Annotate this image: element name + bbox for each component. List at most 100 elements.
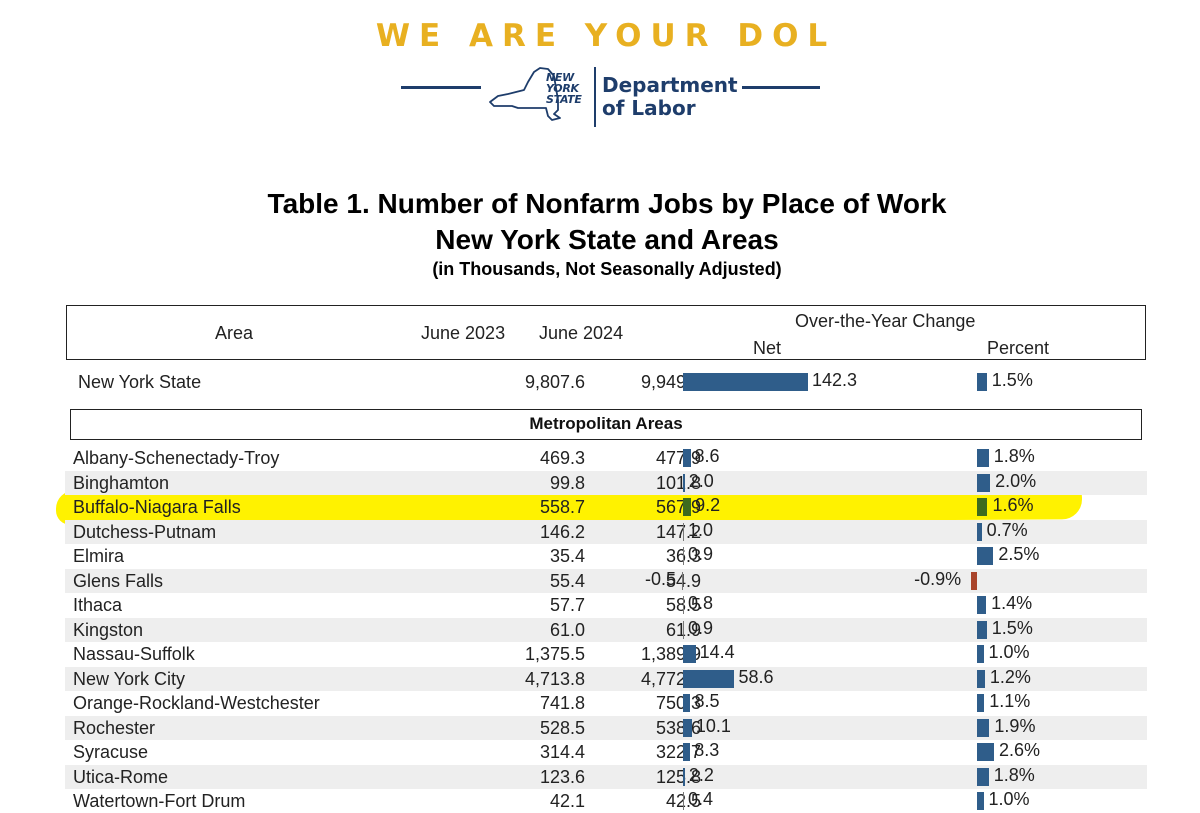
- logo-divider: [594, 67, 596, 127]
- row-area: Orange-Rockland-Westchester: [73, 693, 320, 713]
- row-june-2024: 538.6: [655, 717, 701, 738]
- new-york-state-wordmark: NEW YORK STATE: [546, 72, 590, 105]
- row-area: Nassau-Suffolk: [73, 644, 195, 664]
- net-change-bar: [683, 767, 685, 786]
- row-june-2023: 99.8: [549, 472, 585, 493]
- logo-state-line: NEW: [546, 71, 574, 84]
- row-june-2023: 1,375.5: [524, 644, 585, 664]
- percent-change-bar: [977, 743, 994, 761]
- row-area: Buffalo-Niagara Falls: [73, 497, 241, 517]
- column-header-percent: Percent: [987, 338, 1050, 358]
- net-change-bar: [682, 571, 683, 590]
- row-june-2023: 35.4: [549, 546, 585, 566]
- row-area: Elmira: [73, 546, 125, 566]
- row-june-2023: 55.4: [549, 570, 585, 591]
- row-area: Albany-Schenectady-Troy: [73, 448, 280, 468]
- row-june-2023: 42.1: [549, 791, 585, 811]
- row-area: Syracuse: [73, 742, 149, 762]
- net-change-bar: [683, 792, 684, 810]
- percent-change-value: 0.7%: [986, 519, 1028, 540]
- net-change-bar: [683, 498, 692, 516]
- row-june-2023: 469.3: [539, 448, 585, 468]
- new-york-state-outline-icon: [489, 67, 561, 121]
- logo-rule-right: [742, 86, 820, 89]
- row-june-2023: 558.7: [539, 497, 585, 517]
- percent-change-value: 1.0%: [988, 642, 1030, 662]
- table-row: Rochester 528.5 538.6 10.1 1.9%: [65, 715, 1147, 740]
- net-change-bar: [683, 473, 685, 492]
- net-change-bar: [683, 694, 691, 712]
- percent-change-bar: [977, 547, 994, 565]
- row-area: Dutchess-Putnam: [73, 521, 217, 542]
- net-change-bar: [683, 522, 684, 541]
- table-row: Dutchess-Putnam 146.2 147.2 1.0 0.7%: [65, 519, 1147, 544]
- row-area: Watertown-Fort Drum: [73, 791, 246, 811]
- percent-change-value: 2.6%: [999, 740, 1041, 760]
- table-row: Albany-Schenectady-Troy 469.3 477.9 8.6 1.8%: [65, 446, 1147, 470]
- net-change-bar: [683, 718, 692, 737]
- row-area: Glens Falls: [73, 570, 164, 591]
- percent-change-bar: [977, 522, 982, 541]
- section-label-metropolitan-areas: Metropolitan Areas: [70, 409, 1142, 440]
- percent-change-bar: [977, 694, 985, 712]
- net-change-value: 0.8: [688, 593, 714, 613]
- net-change-value: 58.6: [738, 666, 774, 687]
- net-change-value: 8.6: [694, 446, 720, 466]
- department-of-labor-wordmark: Department of Labor: [602, 74, 738, 120]
- logo-rule-left: [401, 86, 481, 89]
- row-june-2023: 61.0: [549, 619, 585, 640]
- percent-change-bar: [977, 498, 988, 516]
- net-change-value: 0.9: [688, 544, 714, 564]
- row-june-2023: 314.4: [539, 742, 585, 762]
- row-june-2023: 123.6: [539, 766, 585, 787]
- row-june-2023: 146.2: [539, 521, 585, 542]
- table-row: New York City 4,713.8 4,772.4 58.6 1.2%: [65, 666, 1147, 691]
- net-change-bar: [683, 645, 696, 663]
- column-header-june-2024: June 2024: [539, 323, 624, 343]
- percent-change-bar: [971, 571, 977, 590]
- column-header-area: Area: [215, 323, 254, 343]
- column-header-june-2023: June 2023: [421, 323, 506, 343]
- percent-change-bar: [977, 449, 989, 467]
- table-row: Glens Falls 55.4 54.9 -0.5 -0.9%: [65, 568, 1147, 593]
- table-row: Syracuse 314.4 322.7 8.3 2.6%: [65, 740, 1147, 764]
- row-june-2023: 57.7: [549, 595, 585, 615]
- table-row: Orange-Rockland-Westchester 741.8 750.3 8.5…: [65, 691, 1147, 715]
- percent-change-bar: [977, 767, 989, 786]
- row-area: New York City: [73, 668, 186, 689]
- table-subtitle: (in Thousands, Not Seasonally Adjusted): [432, 259, 782, 279]
- row-june-2024: 147.2: [655, 521, 701, 542]
- percent-change-bar: [977, 645, 984, 663]
- percent-change-value: 2.0%: [995, 470, 1037, 491]
- net-change-bar: [683, 373, 808, 391]
- net-change-value: 2.2: [688, 764, 714, 785]
- net-change-value: 10.1: [695, 715, 731, 736]
- percent-change-value: 1.5%: [991, 617, 1033, 638]
- row-area: Kingston: [73, 619, 144, 640]
- percent-change-value: 1.2%: [989, 666, 1031, 687]
- table-title: Table 1. Number of Nonfarm Jobs by Place…: [267, 188, 947, 219]
- row-june-2023: 4,713.8: [524, 668, 585, 689]
- percent-change-value: 1.1%: [989, 691, 1031, 711]
- net-change-bar: [683, 620, 684, 639]
- net-change-value: 8.3: [694, 740, 720, 760]
- net-change-value: 0.4: [688, 789, 714, 809]
- row-june-2023: 741.8: [539, 693, 585, 713]
- row-area: Rochester: [73, 717, 156, 738]
- row-june-2023: 528.5: [539, 717, 585, 738]
- percent-change-value: 1.6%: [992, 495, 1034, 515]
- percent-change-value: 1.8%: [993, 446, 1035, 466]
- percent-change-value: 1.0%: [988, 789, 1030, 809]
- row-area: Ithaca: [73, 595, 123, 615]
- net-change-value: 0.9: [688, 617, 714, 638]
- net-change-value: 14.4: [699, 642, 735, 662]
- net-change-value: 142.3: [812, 370, 858, 390]
- net-change-value: 1.0: [688, 519, 714, 540]
- row-area: New York State: [78, 372, 202, 392]
- net-change-value: -0.5: [644, 568, 676, 589]
- net-change-value: 8.5: [694, 691, 720, 711]
